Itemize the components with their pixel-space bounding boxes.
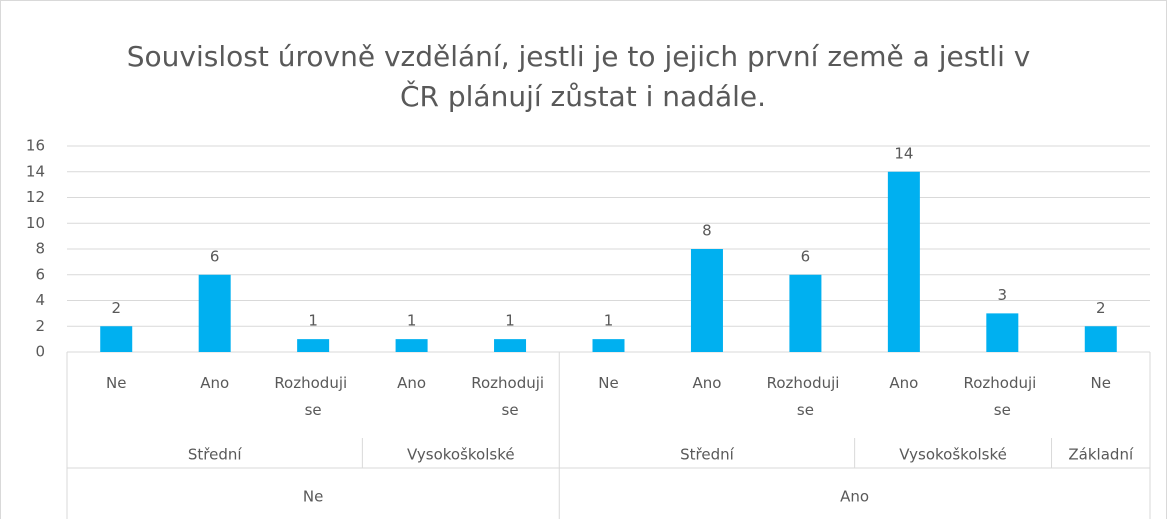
data-label: 1 [308, 312, 318, 330]
x-tick-label: Rozhoduji se [964, 374, 1042, 419]
group-label: Střední [680, 446, 734, 464]
x-tick-label: Ne [106, 374, 126, 392]
bar [592, 339, 625, 352]
y-tick-label: 16 [26, 137, 45, 155]
y-tick-label: 12 [26, 188, 45, 206]
x-tick-label: Rozhoduji se [471, 374, 549, 419]
data-label: 1 [505, 312, 515, 330]
bar [494, 339, 527, 352]
x-tick-label: Ano [889, 374, 918, 392]
bar [986, 313, 1019, 352]
bar [789, 274, 822, 352]
x-tick-label: Rozhoduji se [274, 374, 352, 419]
data-label: 2 [111, 299, 121, 317]
y-tick-label: 2 [35, 317, 45, 335]
group-label: Ano [840, 488, 869, 506]
x-tick-label: Ano [692, 374, 721, 392]
y-tick-label: 4 [35, 291, 45, 309]
data-label: 2 [1096, 299, 1106, 317]
group-label: Vysokoškolské [407, 446, 515, 464]
group-label: Střední [188, 446, 242, 464]
bar [1084, 326, 1117, 352]
bar [198, 274, 231, 352]
bar [297, 339, 330, 352]
x-tick-label: Ano [200, 374, 229, 392]
data-label: 1 [407, 312, 417, 330]
y-tick-label: 6 [35, 265, 45, 283]
x-tick-label: Ano [397, 374, 426, 392]
data-label: 6 [210, 247, 220, 265]
x-tick-label: Ne [598, 374, 618, 392]
chart-title: Souvislost úrovně vzdělání, jestli je to… [127, 40, 1039, 113]
bar [395, 339, 428, 352]
x-tick-label: Rozhoduji se [767, 374, 845, 419]
group-label: Ne [303, 488, 323, 506]
y-tick-label: 10 [26, 214, 45, 232]
y-tick-label: 8 [35, 240, 45, 258]
bar [887, 171, 920, 352]
y-tick-label: 0 [35, 343, 45, 361]
data-label: 3 [998, 286, 1008, 304]
data-label: 1 [604, 312, 614, 330]
data-label: 14 [894, 144, 913, 162]
bar [690, 249, 723, 352]
bar [100, 326, 133, 352]
x-tick-label: Ne [1091, 374, 1111, 392]
data-label: 6 [801, 247, 811, 265]
data-label: 8 [702, 222, 712, 240]
group-label: Základní [1068, 446, 1134, 464]
y-tick-label: 14 [26, 162, 45, 180]
group-label: Vysokoškolské [899, 446, 1007, 464]
